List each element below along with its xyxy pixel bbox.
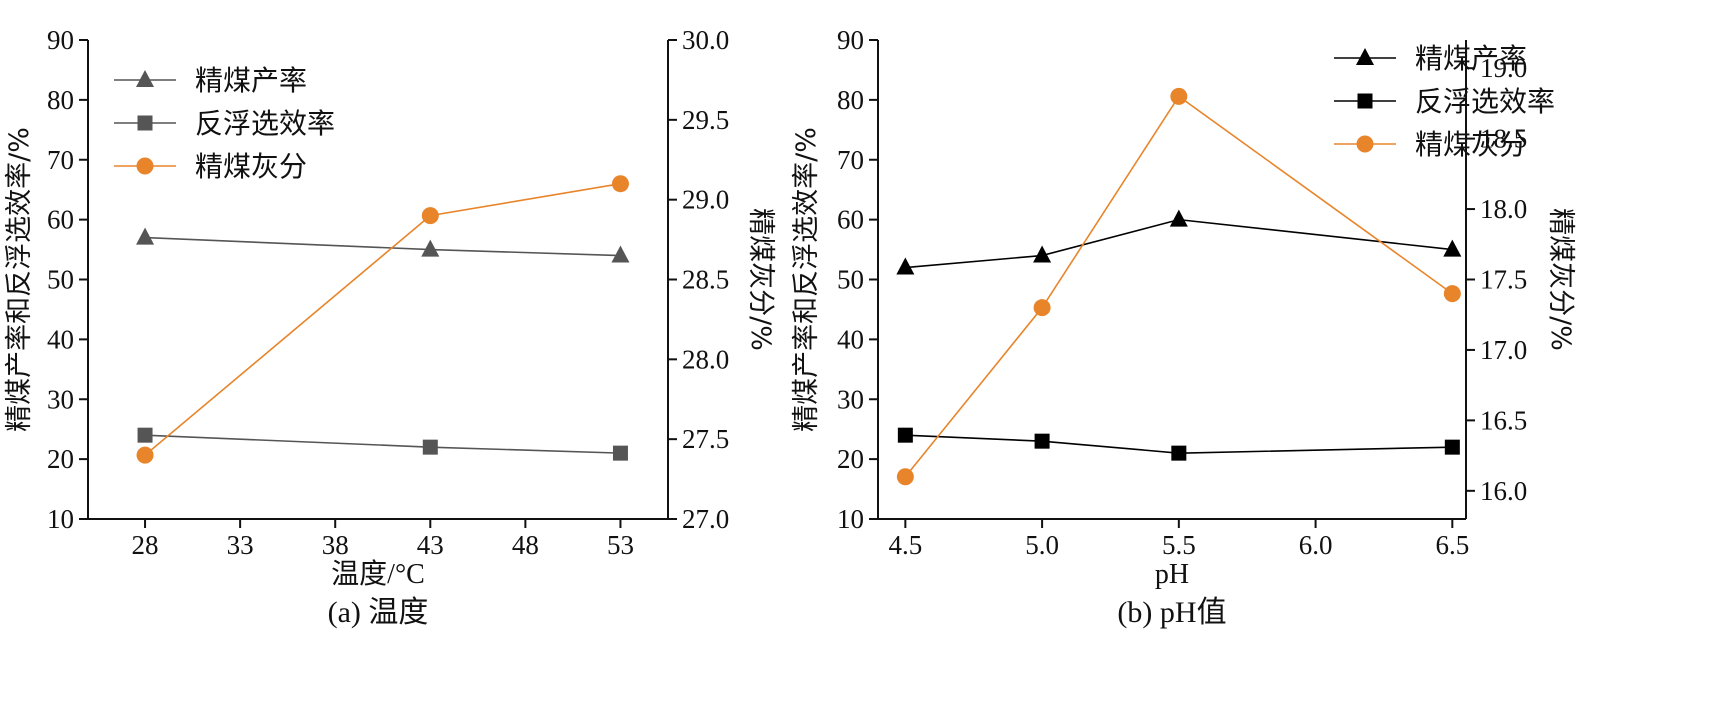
chart-panel-a: 28 33 38 43 48 53 10 20 30 40 50 60 70 80 90 27.0 27.5 28…	[4, 25, 776, 629]
data-point-triangle	[1443, 239, 1462, 257]
data-point-circle	[421, 207, 439, 225]
right-y-tick-label: 16.5	[1480, 405, 1527, 435]
data-point-square	[1444, 439, 1460, 455]
legend-marker-triangle	[1356, 48, 1374, 65]
x-tick-label: 33	[227, 530, 254, 560]
left-y-tick-label: 50	[837, 265, 864, 295]
chart-panel-b: 4.5 5.0 5.5 6.0 6.5 10 20 30 40 50 60 70 80 90 16.0 16.…	[791, 25, 1576, 629]
data-point-circle	[1170, 87, 1188, 105]
right-y-tick-label: 29.0	[682, 185, 729, 215]
x-tick-label: 43	[417, 530, 444, 560]
x-tick-label: 5.5	[1162, 530, 1196, 560]
legend-marker-square	[1357, 93, 1373, 109]
left-y-tick-label: 20	[837, 444, 864, 474]
data-point-circle	[1443, 285, 1461, 303]
data-point-triangle	[421, 239, 440, 257]
legend-label: 精煤产率	[1415, 42, 1527, 75]
left-y-tick-label: 60	[837, 205, 864, 235]
data-point-circle	[1033, 299, 1051, 317]
data-point-circle	[896, 468, 914, 486]
left-y-tick-label: 30	[47, 384, 74, 414]
right-y-tick-label: 29.5	[682, 105, 729, 135]
right-y-tick-label: 17.5	[1480, 265, 1527, 295]
legend-label: 反浮选效率	[1415, 85, 1555, 118]
panel-caption: (a) 温度	[328, 596, 429, 629]
legend-marker-square	[137, 115, 153, 131]
left-y-tick-label: 90	[47, 25, 74, 55]
series-line-circle	[144, 182, 621, 456]
x-tick-label: 53	[607, 530, 634, 560]
left-y-tick-label: 20	[47, 444, 74, 474]
data-point-square	[897, 427, 913, 443]
data-point-triangle	[136, 227, 155, 245]
legend-marker-triangle	[136, 70, 154, 87]
left-y-tick-label: 70	[837, 145, 864, 175]
data-point-square	[1034, 433, 1050, 449]
left-y-tick-label: 10	[837, 504, 864, 534]
left-y-tick-label: 60	[47, 205, 74, 235]
left-y-tick-label: 10	[47, 504, 74, 534]
left-y-tick-label: 40	[837, 324, 864, 354]
legend-label: 反浮选效率	[195, 107, 335, 140]
x-tick-label: 6.0	[1299, 530, 1333, 560]
x-tick-label: 38	[322, 530, 349, 560]
data-point-triangle	[1033, 245, 1052, 263]
right-y-tick-label: 30.0	[682, 25, 729, 55]
series-line-triangle	[905, 218, 1453, 269]
legend-marker-circle	[136, 157, 154, 175]
right-y-tick-label: 28.5	[682, 265, 729, 295]
data-point-circle	[611, 175, 629, 193]
x-tick-label: 6.5	[1435, 530, 1469, 560]
series-line-square	[905, 434, 1453, 454]
legend-label: 精煤灰分	[1415, 128, 1527, 161]
series-line-circle	[904, 95, 1453, 478]
x-tick-label: 48	[512, 530, 539, 560]
legend-label: 精煤灰分	[195, 150, 307, 183]
right-y-tick-label: 17.0	[1480, 335, 1527, 365]
right-y-tick-label: 27.5	[682, 424, 729, 454]
left-y-tick-label: 40	[47, 324, 74, 354]
x-axis-title: 温度/°C	[331, 558, 425, 590]
right-y-tick-label: 19.0	[1480, 53, 1527, 83]
x-tick-label: 28	[132, 530, 159, 560]
data-point-square	[137, 427, 153, 443]
panel-caption: (b) pH值	[1117, 596, 1226, 629]
data-point-triangle	[1169, 209, 1188, 227]
right-y-tick-label: 18.5	[1480, 124, 1527, 154]
right-y-axis-title: 精煤灰分/%	[745, 208, 776, 351]
legend-label: 精煤产率	[195, 64, 307, 97]
left-y-tick-label: 50	[47, 265, 74, 295]
x-tick-label: 4.5	[888, 530, 922, 560]
left-y-tick-label: 30	[837, 384, 864, 414]
series-line-square	[145, 434, 621, 454]
series-line-triangle	[145, 236, 621, 257]
left-y-axis-title: 精煤产率和反浮选效率/%	[791, 127, 822, 432]
legend-marker-circle	[1356, 135, 1374, 153]
data-point-square	[1171, 445, 1187, 461]
data-point-square	[422, 439, 438, 455]
right-y-tick-label: 27.0	[682, 504, 729, 534]
data-point-triangle	[611, 245, 630, 263]
right-y-tick-label: 16.0	[1480, 476, 1527, 506]
x-tick-label: 5.0	[1025, 530, 1059, 560]
left-y-tick-label: 80	[47, 85, 74, 115]
left-y-tick-label: 90	[837, 25, 864, 55]
left-y-tick-label: 70	[47, 145, 74, 175]
left-y-tick-label: 80	[837, 85, 864, 115]
left-y-axis-title: 精煤产率和反浮选效率/%	[4, 127, 35, 432]
x-axis-title: pH	[1155, 559, 1189, 590]
right-y-tick-label: 18.0	[1480, 194, 1527, 224]
right-y-tick-label: 28.0	[682, 344, 729, 374]
data-point-circle	[136, 446, 154, 464]
data-point-square	[612, 445, 628, 461]
data-point-triangle	[896, 257, 915, 275]
right-y-axis-title: 精煤灰分/%	[1545, 208, 1576, 351]
